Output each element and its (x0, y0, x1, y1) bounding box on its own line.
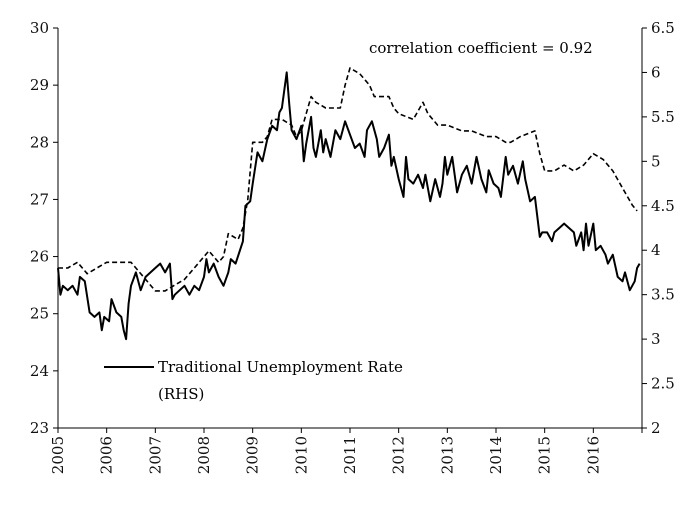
left-axis-tick-label: 29 (30, 76, 49, 94)
x-axis-tick-label: 2005 (49, 436, 67, 474)
x-axis-tick-label: 2008 (195, 436, 213, 474)
axes: 23 24 25 26 27 28 29 30 2 2.5 3 3.5 4 4.5 5 5.5 6 6.5 2005… (30, 19, 675, 474)
right-axis-tick-label: 5.5 (651, 108, 675, 126)
left-axis-tick-label: 25 (30, 305, 49, 323)
x-axis-tick-label: 2015 (536, 436, 554, 474)
left-axis-tick-label: 26 (30, 248, 49, 266)
right-axis-tick-label: 4.5 (651, 197, 675, 215)
left-axis-tick-label: 30 (30, 19, 49, 37)
x-axis-tick-label: 2010 (292, 436, 310, 474)
left-axis-tick-label: 23 (30, 419, 49, 437)
legend-label-traditional-line-1: Traditional Unemployment Rate (158, 358, 403, 376)
left-axis-tick-label: 27 (30, 190, 49, 208)
right-axis-tick-label: 3 (651, 330, 661, 348)
series-line-traditional (57, 71, 641, 341)
right-axis-tick-label: 2 (651, 419, 661, 437)
x-axis-tick-label: 2007 (146, 436, 164, 474)
correlation-annotation: correlation coefficient = 0.92 (369, 39, 593, 57)
right-axis-tick-label: 3.5 (651, 286, 675, 304)
right-axis-tick-label: 5 (651, 152, 661, 170)
right-axis-tick-label: 4 (651, 241, 661, 259)
x-axis-tick-label: 2011 (341, 436, 359, 474)
left-axis-tick-label: 24 (30, 362, 49, 380)
series-layer (57, 67, 641, 341)
x-axis-tick-label: 2006 (98, 436, 116, 474)
x-axis-tick-label: 2016 (584, 436, 602, 474)
x-axis-tick-label: 2014 (487, 436, 505, 474)
legend: Traditional Unemployment Rate (RHS) (104, 358, 403, 403)
right-axis-tick-label: 2.5 (651, 375, 675, 393)
series-line-dashed (58, 67, 638, 292)
left-axis-tick-label: 28 (30, 133, 49, 151)
legend-label-traditional-line-2: (RHS) (158, 385, 204, 403)
right-axis-tick-label: 6.5 (651, 19, 675, 37)
x-axis-tick-label: 2012 (390, 436, 408, 474)
right-axis-tick-label: 6 (651, 63, 661, 81)
x-axis-tick-label: 2013 (438, 436, 456, 474)
x-axis-tick-label: 2009 (244, 436, 262, 474)
